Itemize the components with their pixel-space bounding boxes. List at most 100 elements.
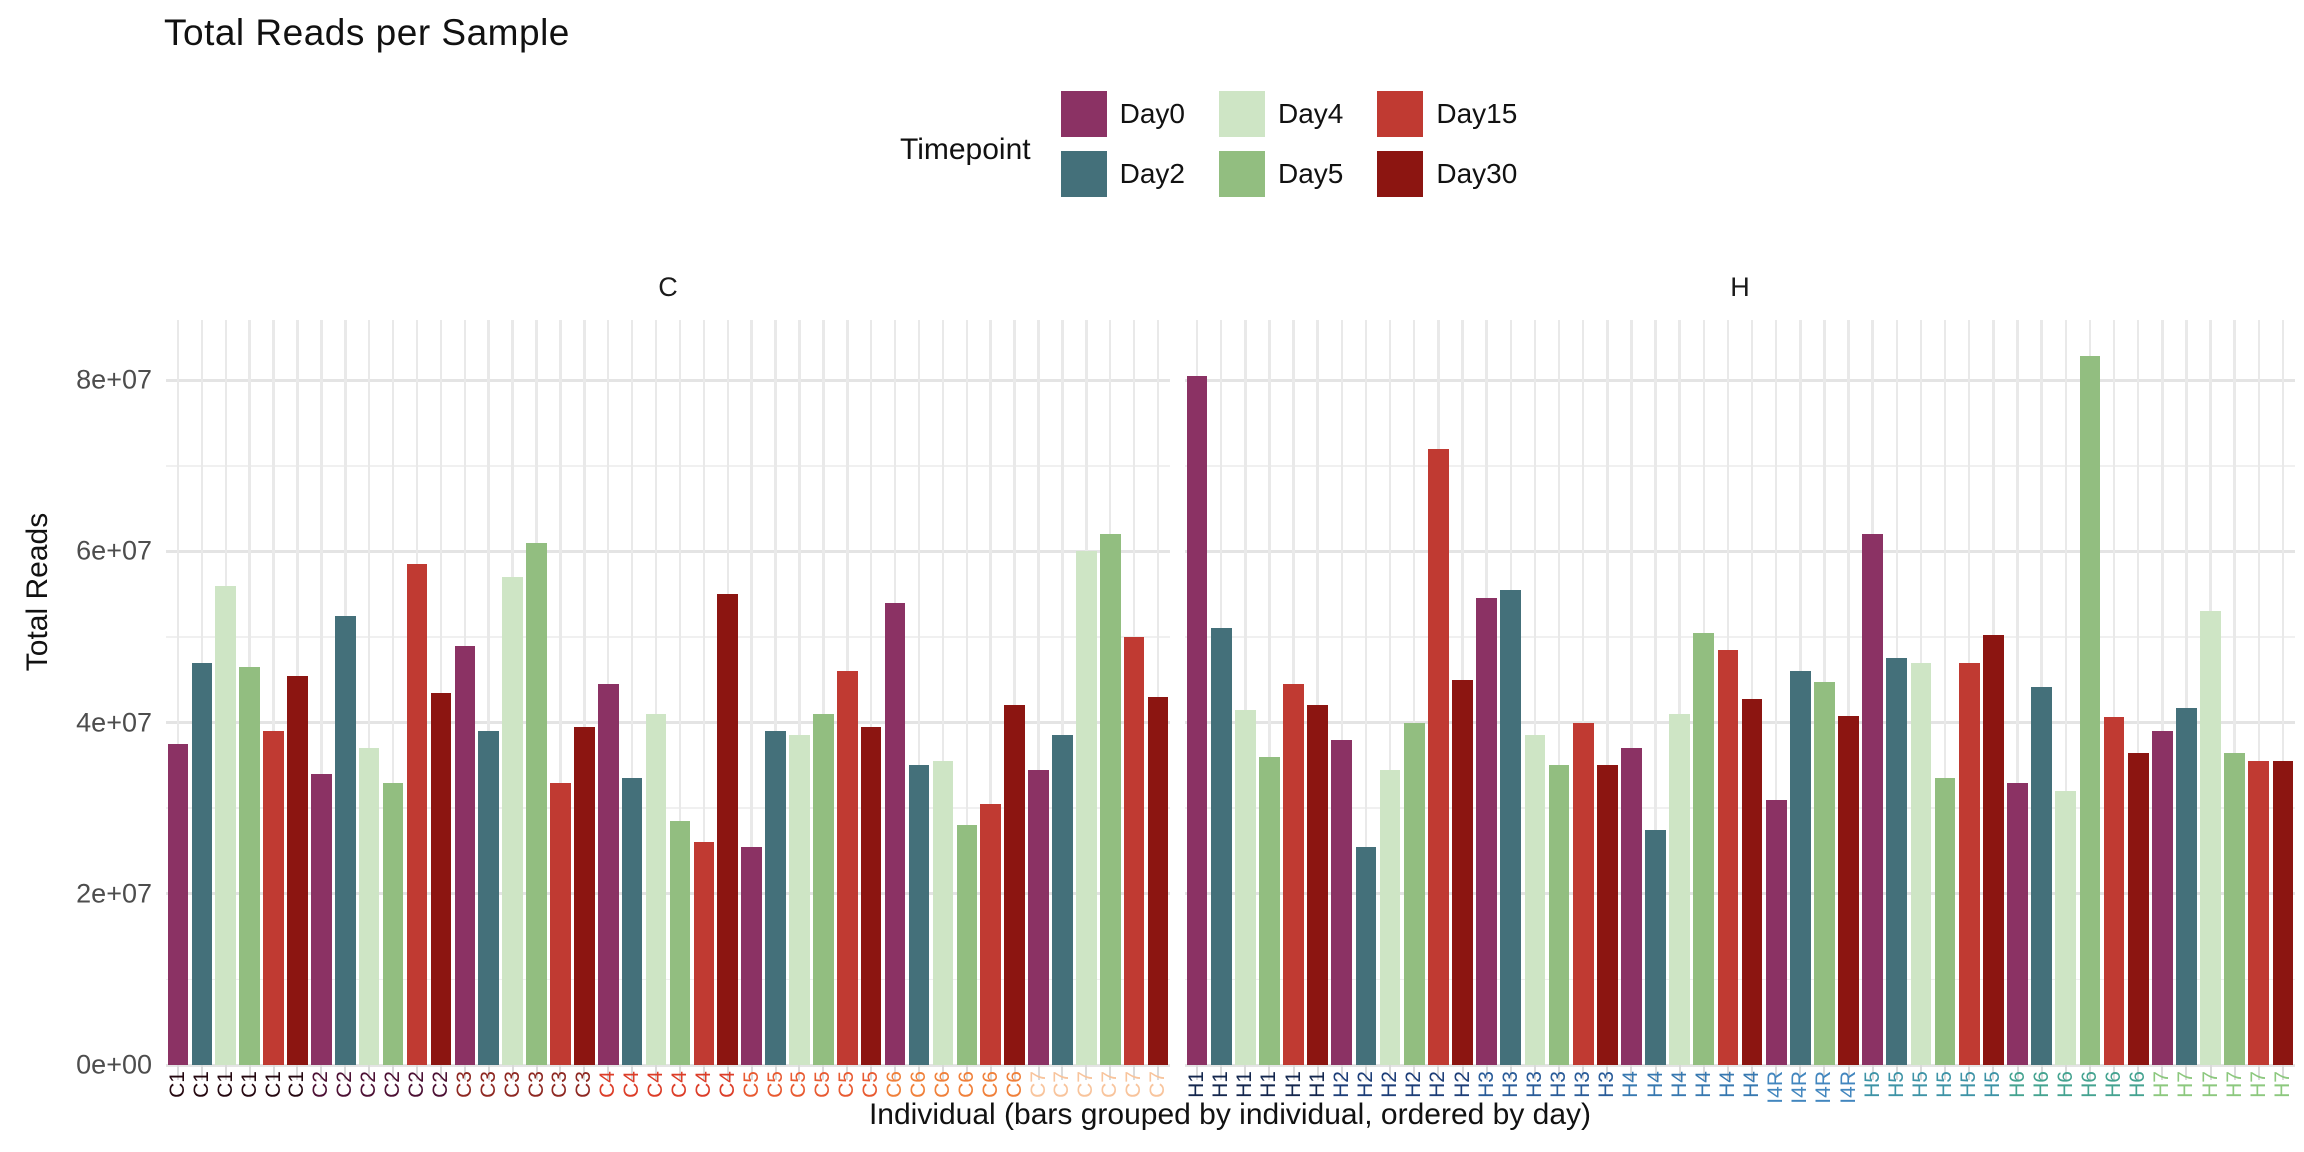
x-tick-label: H4 [1667,1071,1691,1098]
gridline-vertical [367,320,371,1065]
bar [335,615,356,1065]
gridline-vertical [1678,320,1681,1065]
x-tick-label: H2 [1450,1071,1474,1098]
legend-key-swatch [1060,91,1107,137]
x-tick-label: I4R [1764,1071,1788,1104]
bar [1814,681,1835,1065]
bar [1099,534,1121,1065]
gridline-vertical [654,320,658,1065]
x-tick-label: H3 [1595,1071,1619,1098]
x-tick-mark [1992,1065,1995,1080]
x-tick-mark [2257,1065,2260,1080]
x-tick-mark [1871,1065,1874,1080]
gridline-vertical [2185,320,2188,1065]
x-tick-mark [726,1065,729,1080]
bar [454,645,476,1065]
legend-key-swatch [1377,151,1424,197]
legend-column: Day15 Day30 [1377,90,1517,210]
bar [1331,739,1353,1065]
x-tick-mark [1013,1065,1016,1080]
x-tick-mark [1389,1065,1392,1080]
bar [382,782,404,1065]
gridline-vertical [1364,320,1368,1065]
x-tick-label: C2 [333,1071,357,1098]
x-tick-mark [1968,1065,1971,1080]
x-tick-label: C3 [572,1071,596,1098]
legend-column: Day0 Day2 [1060,90,1185,210]
x-tick-mark [798,1065,801,1080]
gridline-vertical [941,320,945,1065]
x-tick-label: C1 [213,1071,237,1098]
x-tick-label: H4 [1715,1071,1739,1098]
x-tick-mark [1461,1065,1464,1080]
gridline-horizontal-minor [166,465,1170,467]
x-tick-label: C7 [1122,1071,1146,1098]
gridline-vertical [1774,320,1778,1065]
x-tick-label: H2 [1426,1071,1450,1098]
bar [980,803,1001,1065]
bar [908,765,930,1065]
x-tick-label: C6 [907,1071,930,1098]
gridline-horizontal-major [166,721,1170,725]
gridline-vertical [1847,320,1850,1065]
bar [2248,761,2270,1065]
bar [1379,769,1401,1065]
x-tick-label: H1 [1185,1071,1209,1098]
bar [1548,765,1570,1065]
gridline-vertical [1156,320,1160,1065]
x-tick-mark [1847,1065,1850,1080]
x-tick-label: C1 [261,1071,285,1098]
legend-label: Day4 [1277,98,1344,129]
x-tick-mark [678,1065,681,1080]
x-tick-label: H5 [1957,1071,1981,1098]
gridline-vertical [1606,320,1609,1065]
x-tick-label: C5 [787,1071,811,1098]
x-tick-label: C4 [644,1071,668,1098]
bar [1355,846,1377,1065]
gridline-vertical [583,320,586,1065]
gridline-vertical [1412,320,1416,1065]
x-tick-label: H6 [2029,1071,2053,1098]
bar [2007,782,2028,1065]
bar [837,671,858,1065]
bar [1452,679,1473,1065]
x-tick-label: C7 [1026,1071,1050,1098]
x-tick-label: H1 [1281,1071,1305,1098]
x-tick-mark [1220,1065,1223,1080]
gridline-vertical [1388,320,1392,1065]
x-tick-mark [1133,1065,1136,1080]
bar [2272,761,2294,1065]
x-tick-label: C4 [715,1071,739,1098]
bar [1838,715,1859,1065]
legend-label: Day30 [1436,158,1518,189]
bar [1403,722,1425,1065]
x-tick-label: C3 [476,1071,500,1098]
gridline-vertical [559,320,562,1065]
x-tick-mark [1413,1065,1416,1080]
x-tick-label: C3 [500,1071,524,1098]
x-tick-label: I4R [1788,1071,1812,1104]
gridline-vertical [391,320,395,1065]
gridline-horizontal-major [1185,892,2295,896]
bar [2103,716,2125,1065]
bar [1645,829,1666,1065]
x-tick-label: H3 [1498,1071,1522,1098]
gridline-vertical [1268,320,1271,1065]
gridline-vertical [1943,320,1947,1065]
bar [1476,598,1497,1065]
x-tick-label: H2 [1353,1071,1377,1098]
x-tick-label: H6 [2005,1071,2029,1098]
bar [191,662,213,1065]
x-tick-label: C6 [978,1071,1002,1098]
gridline-horizontal-major [1185,378,2295,382]
x-tick-label: C3 [548,1071,572,1098]
gridline-horizontal-major [166,549,1170,553]
x-tick-label: C5 [811,1071,835,1098]
bar [789,735,810,1065]
legend-title: Timepoint [900,133,1031,166]
x-tick-label: H4 [1740,1071,1764,1098]
gridline-vertical [989,320,992,1065]
gridline-horizontal-major [1185,1063,2295,1067]
x-tick-mark [1654,1065,1657,1080]
x-tick-label: H7 [2270,1071,2294,1098]
